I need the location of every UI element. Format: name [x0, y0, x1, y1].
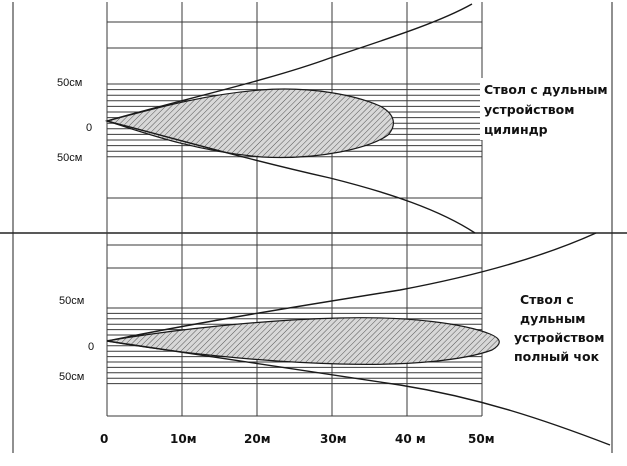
top-label-zero: 0 — [86, 122, 92, 134]
bottom-caption-line-4: полный чок — [514, 349, 600, 364]
bottom-label-upper: 50см — [59, 295, 84, 307]
x-tick-0: 0 — [100, 432, 108, 446]
top-caption-line-2: устройством — [484, 102, 574, 117]
x-tick-20: 20м — [244, 432, 271, 446]
bottom-caption-line-3: устройством — [514, 330, 604, 345]
top-upper-curve — [106, 3, 473, 122]
bottom-caption-line-2: дульным — [520, 311, 585, 326]
top-caption-line-3: цилиндр — [484, 122, 548, 137]
x-axis: 0 10м 20м 30м 40 м 50м — [100, 432, 495, 446]
x-tick-40: 40 м — [395, 432, 426, 446]
top-lower-curve — [106, 120, 476, 234]
outer-frame — [0, 2, 627, 453]
bottom-shot-pattern — [106, 317, 500, 365]
x-tick-30: 30м — [320, 432, 347, 446]
top-caption-line-1: Ствол с дульным — [484, 82, 608, 97]
x-tick-50: 50м — [468, 432, 495, 446]
bottom-upper-curve — [106, 232, 597, 342]
top-caption: Ствол с дульным устройством цилиндр — [480, 78, 610, 140]
top-shot-pattern — [104, 88, 394, 159]
bottom-caption: Ствол с дульным устройством полный чок — [505, 290, 610, 368]
x-tick-10: 10м — [170, 432, 197, 446]
bottom-caption-line-1: Ствол с — [520, 292, 574, 307]
top-label-lower: 50см — [57, 152, 82, 164]
bottom-label-zero: 0 — [88, 341, 94, 353]
bottom-lower-curve — [106, 340, 611, 446]
bottom-label-lower: 50см — [59, 371, 84, 383]
top-label-upper: 50см — [57, 77, 82, 89]
